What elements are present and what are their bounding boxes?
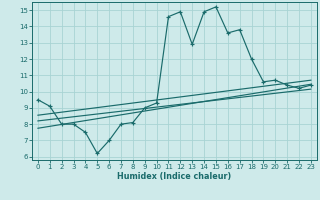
X-axis label: Humidex (Indice chaleur): Humidex (Indice chaleur) bbox=[117, 172, 232, 181]
